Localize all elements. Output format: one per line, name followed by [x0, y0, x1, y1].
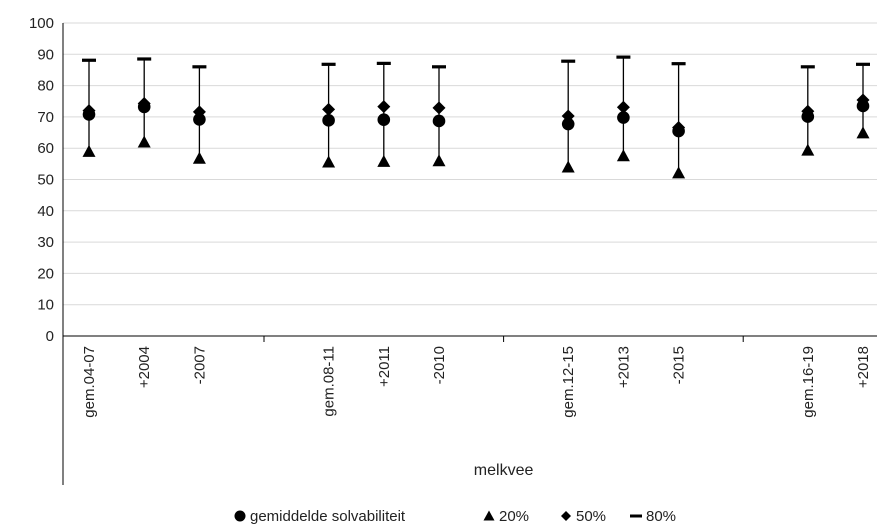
- marker-dash: [137, 57, 152, 61]
- marker-triangle: [192, 151, 206, 164]
- x-axis-ticks: gem.04-07 +2004 -2007 gem.08-11 +2011 -2010 ge…: [81, 346, 872, 418]
- y-tick-label: 10: [37, 297, 54, 314]
- marker-circle: [856, 99, 870, 113]
- marker-diamond: [616, 100, 630, 114]
- y-tick-label: 20: [37, 265, 54, 282]
- legend-marker-dash: [630, 514, 642, 518]
- marker-circle: [193, 113, 206, 126]
- marker-diamond: [377, 100, 391, 114]
- marker-dash: [616, 55, 631, 59]
- marker-diamond: [322, 102, 336, 116]
- marker-circle: [82, 108, 96, 121]
- marker-dash: [376, 61, 391, 65]
- y-tick-label: 80: [37, 78, 54, 95]
- marker-dash: [671, 62, 686, 66]
- legend-item: 20%: [483, 508, 529, 525]
- marker-triangle: [672, 166, 686, 179]
- marker-dash: [192, 65, 207, 69]
- legend-marker-circle: [234, 510, 246, 522]
- y-tick-label: 0: [46, 328, 54, 345]
- marker-triangle: [561, 160, 575, 173]
- x-tick-label: +2011: [376, 346, 393, 387]
- group-label: melkvee: [474, 462, 534, 479]
- y-tick-label: 100: [29, 15, 54, 32]
- legend-label: gemiddelde solvabiliteit: [250, 508, 406, 525]
- marker-triangle: [322, 155, 336, 168]
- marker-triangle: [137, 135, 151, 148]
- x-tick-label: gem.12-15: [560, 346, 577, 418]
- y-tick-label: 40: [37, 203, 54, 220]
- y-tick-label: 60: [37, 140, 54, 157]
- x-tick-label: +2004: [136, 346, 153, 388]
- y-tick-label: 90: [37, 46, 54, 63]
- marker-circle: [672, 124, 685, 138]
- marker-circle: [322, 114, 335, 127]
- marker-triangle: [856, 126, 870, 139]
- marker-dash: [561, 59, 576, 63]
- marker-diamond: [432, 101, 446, 115]
- marker-dash: [856, 62, 870, 66]
- marker-circle: [137, 100, 151, 114]
- error-bars: [88, 57, 864, 173]
- legend-label: 80%: [646, 508, 676, 525]
- y-tick-label: 30: [37, 234, 54, 251]
- axes: [62, 23, 877, 485]
- marker-circle: [561, 117, 575, 131]
- marker-dash: [432, 65, 446, 69]
- x-tick-label: +2013: [615, 346, 632, 388]
- data-markers: [82, 55, 870, 179]
- legend-item: gemiddelde solvabiliteit: [234, 508, 406, 525]
- x-tick-label: -2007: [191, 346, 208, 384]
- x-tick-label: -2010: [431, 346, 448, 384]
- legend-marker-diamond: [561, 511, 571, 521]
- marker-triangle: [377, 154, 391, 167]
- marker-circle: [617, 111, 630, 124]
- marker-dash: [321, 62, 336, 66]
- marker-dash: [800, 65, 815, 69]
- marker-circle: [801, 110, 815, 123]
- x-tick-label: gem.08-11: [321, 346, 338, 417]
- marker-triangle: [801, 143, 815, 156]
- legend-label: 20%: [499, 508, 529, 525]
- legend-marker-triangle: [483, 510, 495, 521]
- marker-dash: [82, 58, 96, 62]
- x-tick-label: gem.04-07: [81, 346, 98, 418]
- y-tick-label: 70: [37, 109, 54, 126]
- marker-triangle: [432, 154, 446, 167]
- grid-lines: [63, 22, 877, 306]
- y-axis-ticks: 0 10 20 30 40 50 60 70 80 90 100: [29, 15, 54, 345]
- x-tick-label: gem.16-19: [800, 346, 817, 418]
- legend-item: 50%: [561, 508, 606, 525]
- y-tick-label: 50: [37, 172, 54, 189]
- x-tick-label: +2018: [855, 346, 872, 388]
- legend-label: 50%: [576, 508, 606, 525]
- x-tick-label: -2015: [671, 346, 688, 384]
- legend-item: 80%: [630, 508, 676, 525]
- marker-triangle: [82, 144, 96, 157]
- legend: gemiddelde solvabiliteit 20% 50% 80%: [234, 508, 676, 525]
- marker-circle: [432, 114, 446, 128]
- marker-circle: [377, 113, 391, 127]
- marker-triangle: [616, 149, 630, 162]
